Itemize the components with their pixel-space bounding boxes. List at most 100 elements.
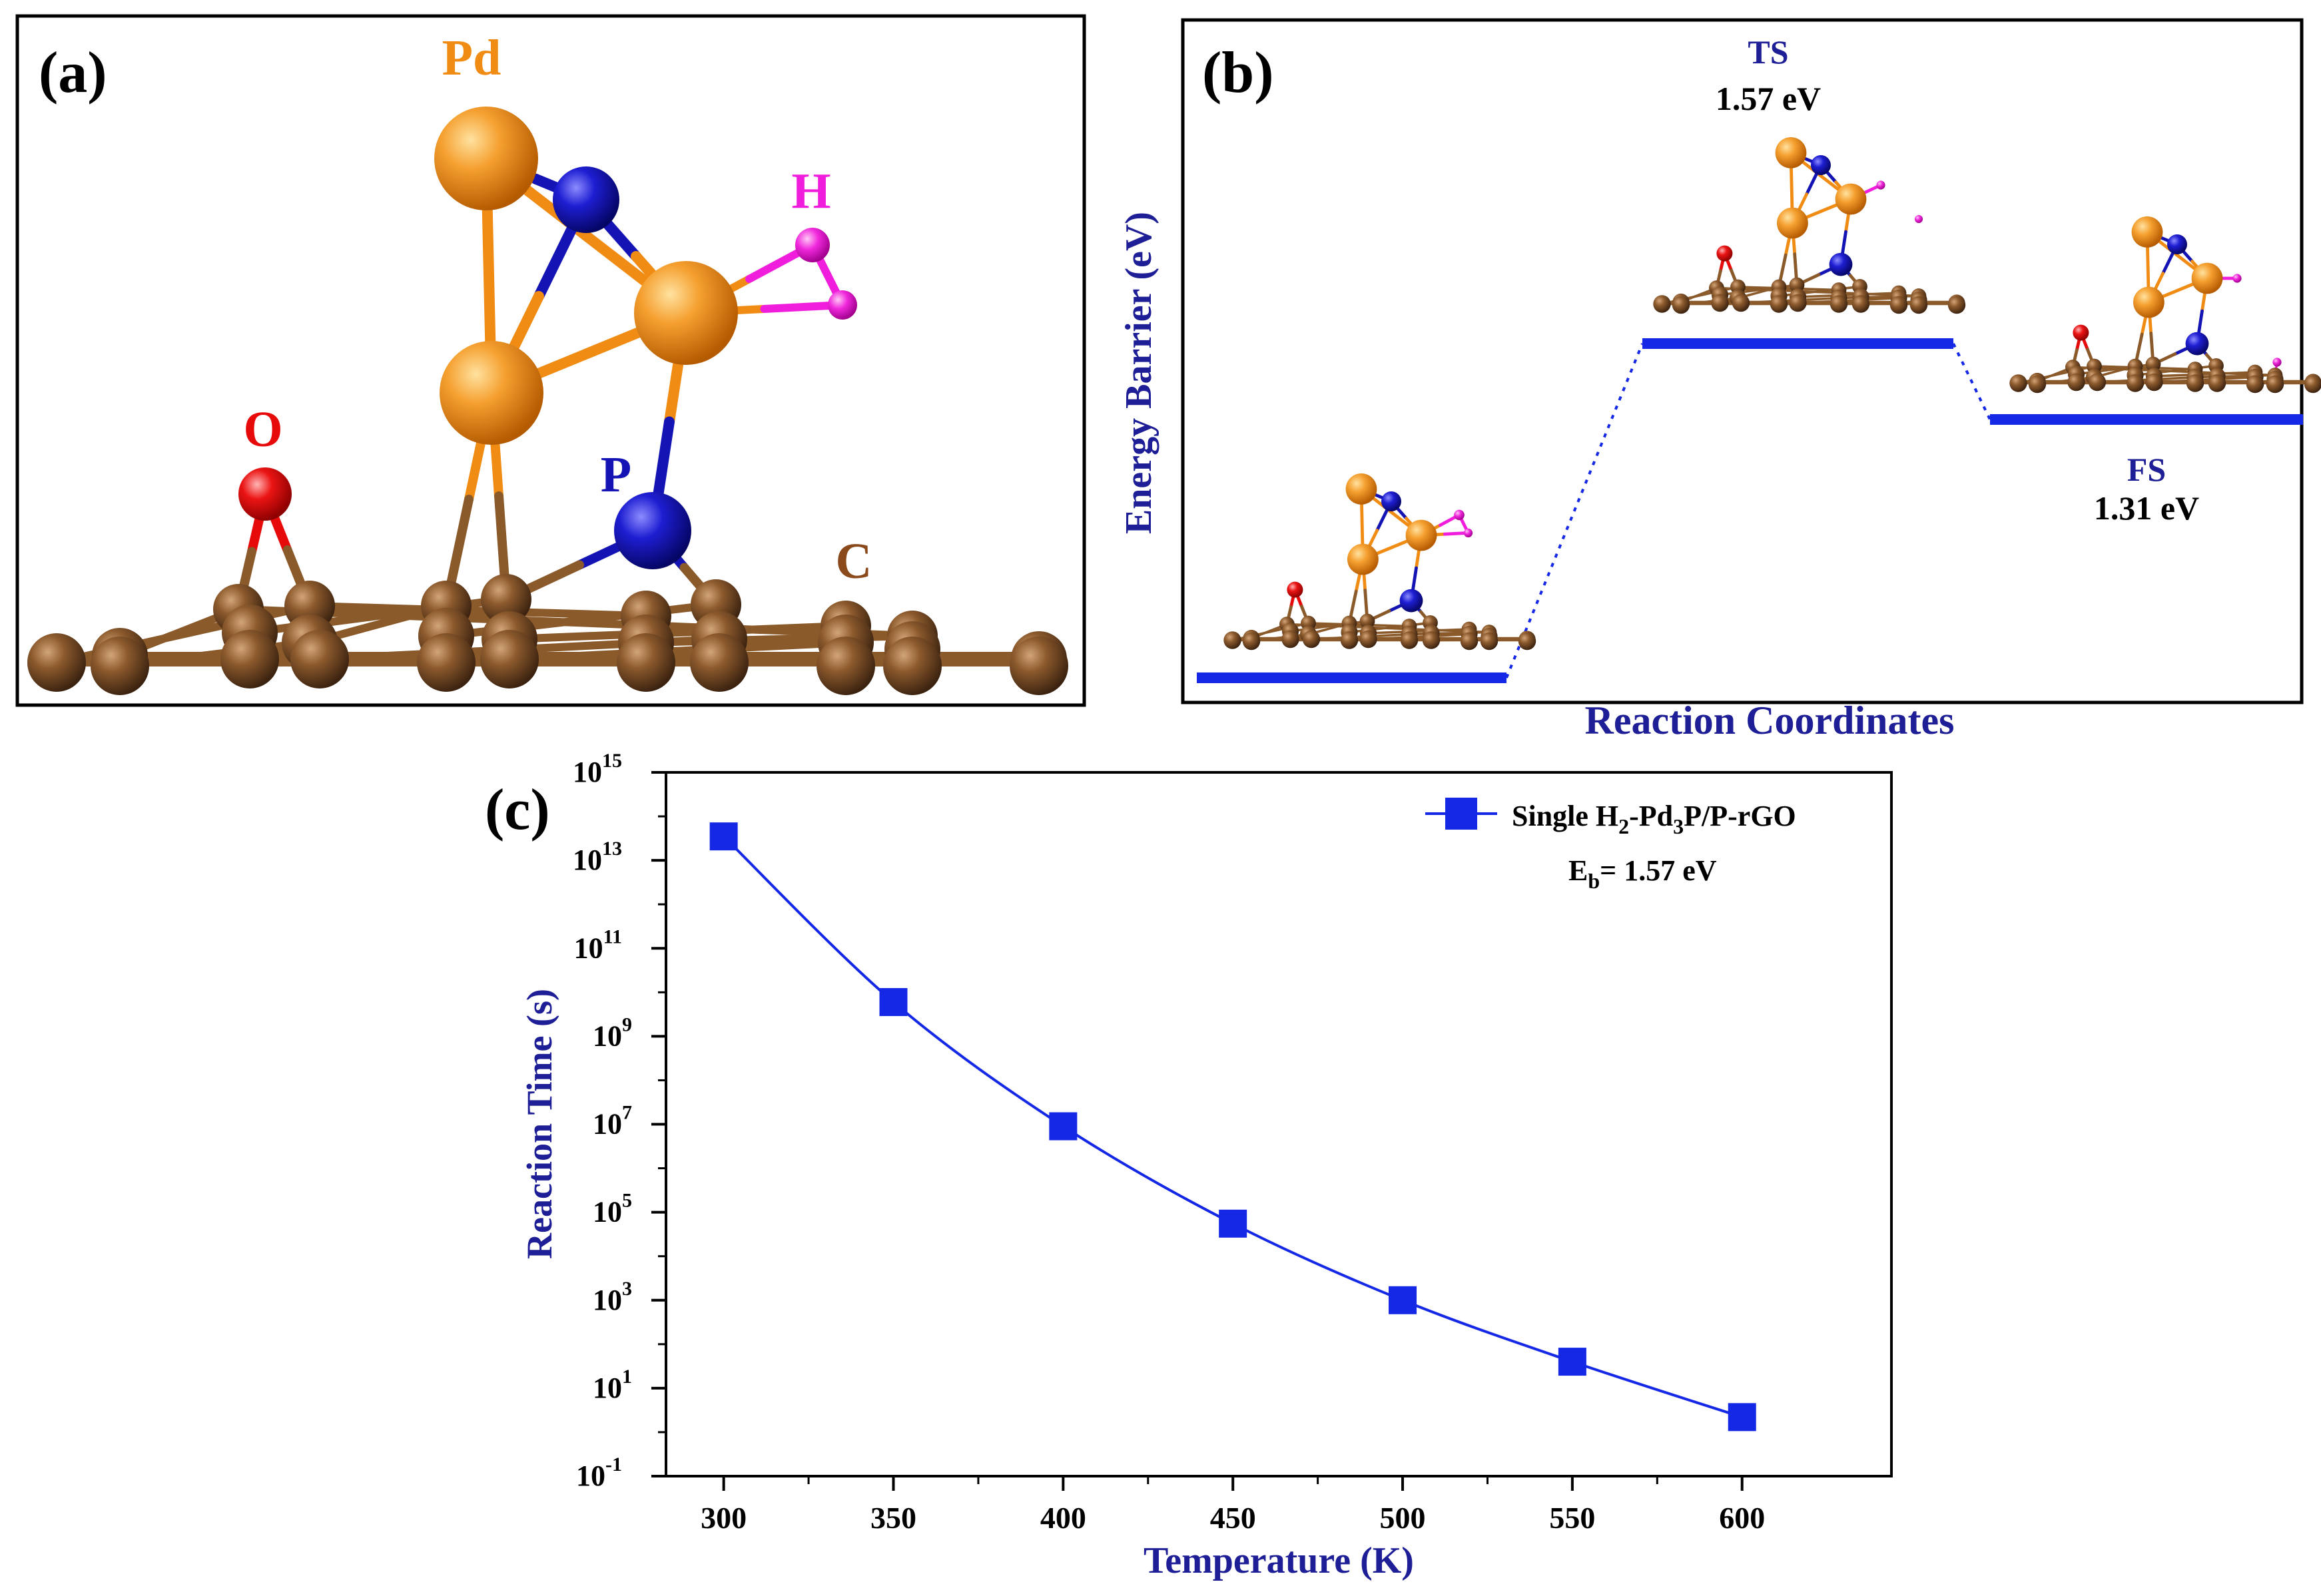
mini-carbon-atom <box>2067 373 2085 392</box>
mini-atom-h <box>2232 274 2242 283</box>
carbon-atom <box>417 633 476 692</box>
mini-atom-p <box>1381 491 1401 511</box>
mini-atom-h <box>1454 509 1465 521</box>
y-tick-label: 109 <box>593 1013 632 1052</box>
panel-b-x-axis-label: Reaction Coordinates <box>1585 698 1955 742</box>
mini-carbon-atom <box>1711 294 1729 312</box>
carbon-atom <box>481 574 531 625</box>
panel-a-frame <box>15 14 1086 707</box>
atom-label-h: H <box>791 163 830 219</box>
atom-pd-pd1 <box>434 107 538 210</box>
data-point-550 <box>1558 1348 1586 1376</box>
atom-p-p2 <box>614 492 691 569</box>
mini-carbon-atom <box>2009 374 2027 392</box>
mini-carbon-bond <box>2037 376 2095 386</box>
carbon-atom <box>480 630 539 688</box>
atom-h-h1 <box>795 228 830 262</box>
panel-c: (c) 300 350 400 450 500 550 600 10-1 101 103 105 10… <box>485 750 1893 1581</box>
carbon-atom <box>883 637 942 695</box>
mini-carbon-atom <box>1480 632 1498 651</box>
mini-atom-h <box>1915 215 1923 223</box>
mini-atoms <box>1653 137 1966 314</box>
mini-atom-pd <box>1405 519 1437 551</box>
mini-atom-pd <box>1347 543 1379 575</box>
mini-carbon-atom <box>1460 632 1479 651</box>
series-line <box>723 835 1743 1419</box>
mini-atom-p <box>1399 589 1423 613</box>
data-point-500 <box>1389 1286 1417 1314</box>
mini-carbon-bond <box>1368 628 1470 635</box>
data-point-600 <box>1728 1403 1756 1432</box>
atom-label-o: O <box>243 401 282 457</box>
mini-carbon-atom <box>1281 630 1299 649</box>
data-point-450 <box>1219 1209 1247 1238</box>
mini-atom-pd <box>1777 207 1808 239</box>
panel-a-atoms <box>27 107 1068 695</box>
carbon-atom <box>220 630 279 688</box>
x-tick-label: 600 <box>1719 1501 1765 1535</box>
mini-atom-h <box>1876 180 1885 190</box>
mini-carbon-atom <box>1947 296 1966 314</box>
x-tick-label: 400 <box>1040 1501 1086 1535</box>
carbon-atom <box>817 637 875 695</box>
data-point-350 <box>879 987 908 1016</box>
mini-carbon-bond <box>2216 381 2314 385</box>
mini-atom-o <box>1716 245 1733 262</box>
carbon-atom <box>690 633 749 692</box>
mini-carbon-atom <box>2208 374 2226 392</box>
mini-carbon-atom <box>2028 375 2047 394</box>
mini-carbon-atom <box>1789 277 1805 293</box>
mini-carbon-atom <box>1340 631 1359 649</box>
mini-atom-p <box>2167 234 2187 254</box>
y-tick-label: 105 <box>593 1190 632 1228</box>
structure-transition-state <box>1653 137 1966 314</box>
atom-p-p1 <box>553 166 619 233</box>
carbon-bond <box>119 639 310 670</box>
carbon-atom <box>27 633 86 692</box>
fs-label: FS <box>2127 451 2166 488</box>
mini-carbon-atom <box>2145 373 2163 392</box>
data-point-400 <box>1049 1112 1078 1141</box>
mini-atom-pd <box>1835 183 1867 215</box>
ts-energy: 1.57 eV <box>1716 80 1821 117</box>
mini-carbon-atom <box>1851 295 1870 313</box>
mini-carbon-bond <box>1680 296 1738 306</box>
mini-atom-p <box>1811 155 1831 175</box>
mini-carbon-bond <box>2154 371 2256 378</box>
x-axis-title: Temperature (K) <box>1144 1540 1414 1581</box>
mini-carbon-atom <box>2145 356 2161 372</box>
mini-carbon-atom <box>1732 294 1750 312</box>
y-tick-label: 103 <box>593 1278 632 1316</box>
mini-carbon-atom <box>2088 373 2107 392</box>
panel-b-y-axis-label: Energy Barrier (eV) <box>1118 212 1160 534</box>
chart-plot-area: 300 350 400 450 500 550 600 10-1 101 103 105 107 109… <box>573 750 1765 1535</box>
panel-b-frame <box>1181 18 2304 704</box>
mini-carbon-bond <box>1308 622 1410 628</box>
carbon-bond <box>509 622 846 643</box>
atom-h-h2 <box>828 290 857 320</box>
data-point-300 <box>709 822 738 851</box>
carbon-atom <box>1010 637 1068 695</box>
x-tick-label: 350 <box>870 1501 916 1535</box>
atom-label-p: P <box>601 447 631 503</box>
mini-carbon-atom <box>1909 296 1928 314</box>
mini-carbon-atom <box>1770 295 1788 313</box>
legend-marker <box>1445 798 1477 830</box>
mini-carbon-atom <box>1829 295 1848 313</box>
connector-ts-fs <box>1952 343 1991 420</box>
panel-a: (a) Pd H O P C <box>15 14 1086 707</box>
y-axis-title: Reaction Time (s) <box>519 989 559 1259</box>
mini-atom-pd <box>2131 216 2163 248</box>
y-tick-label: 107 <box>593 1102 632 1141</box>
mini-carbon-atom <box>1302 630 1321 649</box>
y-tick-label: 1013 <box>573 838 622 876</box>
mini-carbon-atom <box>1889 296 1908 314</box>
mini-carbon-bond <box>2094 365 2196 371</box>
carbon-atom <box>91 637 149 695</box>
mini-atom-o <box>1287 581 1303 598</box>
y-tick-label: 1015 <box>573 750 622 788</box>
mini-carbon-atom <box>1653 295 1671 313</box>
mini-atom-pd <box>2191 262 2223 294</box>
panel-a-label: (a) <box>39 41 107 105</box>
carbon-atom <box>617 633 675 692</box>
